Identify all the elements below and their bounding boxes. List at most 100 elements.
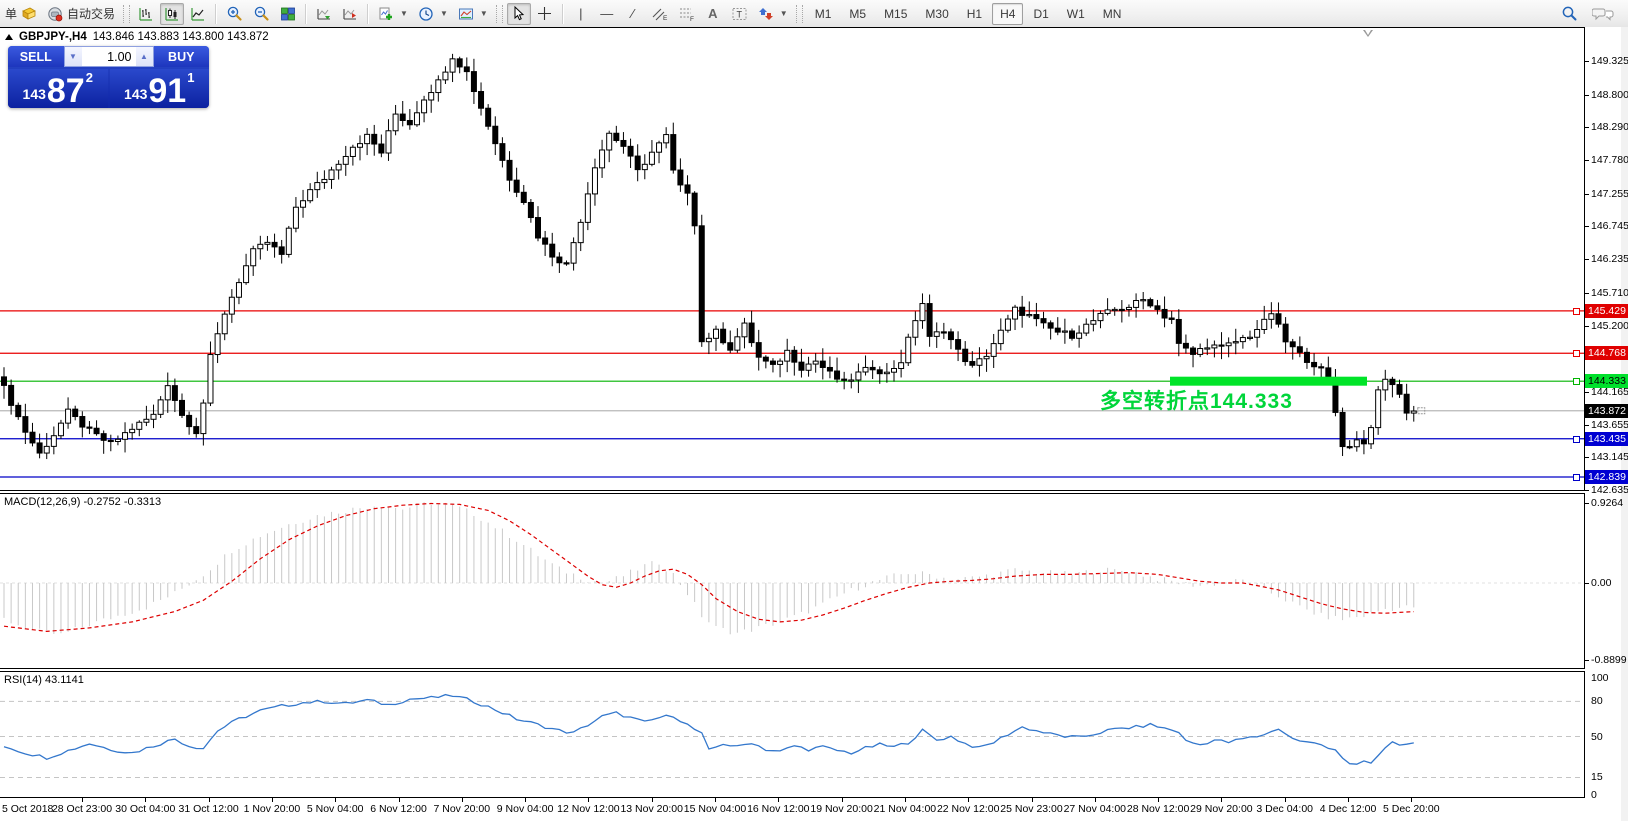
toolbar-separator [561, 3, 564, 24]
search-icon[interactable] [1561, 5, 1578, 22]
indicators-button[interactable]: ▼ [374, 3, 412, 25]
arrows-button[interactable]: ▼ [754, 3, 792, 25]
candle-body [1182, 342, 1189, 349]
auto-scroll-button[interactable] [312, 3, 336, 25]
pane-separator[interactable] [0, 490, 1585, 494]
horizontal-line-button[interactable]: — [595, 3, 619, 25]
candle-body [1389, 378, 1396, 386]
candle-body [734, 336, 741, 351]
time-axis-tick [208, 798, 210, 802]
candle-body [492, 125, 499, 145]
timeframe-button-h1[interactable]: H1 [966, 6, 983, 21]
candle-body [599, 149, 606, 169]
templates-button[interactable]: ▼ [454, 3, 492, 25]
line-handle[interactable] [1573, 350, 1580, 358]
last-price-marker [1417, 407, 1426, 415]
tile-windows-button[interactable] [276, 3, 300, 25]
timeframe-button-mn[interactable]: MN [1102, 6, 1122, 21]
rsi-pane[interactable] [0, 672, 1585, 797]
dropdown-arrow-icon: ▼ [439, 9, 448, 18]
trendline-button[interactable]: ∕ [621, 3, 645, 25]
price-axis-label: 147.780 [1591, 154, 1628, 167]
candle-body [1026, 314, 1033, 317]
timeframe-toolbar: M1 M5 M15 M30 H1 H4 D1 W1 MN [806, 0, 1131, 27]
timeframe-button-w1[interactable]: W1 [1066, 6, 1085, 21]
price-axis-tick [1585, 193, 1589, 195]
pivot-highlight-bar[interactable] [1170, 376, 1367, 386]
fibonacci-button[interactable]: F [674, 3, 699, 25]
timeframe-button-h4[interactable]: H4 [992, 2, 1024, 25]
zoom-in-button[interactable] [222, 3, 247, 25]
main-chart-pane[interactable] [0, 27, 1585, 490]
candle-body [449, 58, 456, 73]
price-axis[interactable]: 149.325 148.800 148.290 147.780 147.255 146.7… [1573, 27, 1628, 821]
candle-body [670, 134, 677, 171]
price-badge[interactable]: 143.435 [1585, 431, 1628, 446]
price-badge[interactable]: 144.768 [1585, 346, 1628, 361]
timeframe-button-m30[interactable]: M30 [925, 6, 949, 21]
pivot-annotation-text[interactable]: 多空转折点144.333 [1100, 390, 1293, 413]
candle-body [1204, 347, 1211, 350]
timeframe-button-m15[interactable]: M15 [884, 6, 908, 21]
toolbar-handle[interactable] [795, 4, 803, 23]
sell-button[interactable]: SELL [8, 46, 64, 67]
candle-body [1061, 330, 1068, 333]
candlestick-chart-button[interactable] [160, 2, 185, 25]
time-axis-label: 6 Nov 12:00 [370, 803, 427, 815]
price-badge[interactable]: 142.839 [1585, 470, 1628, 484]
volume-value[interactable]: 1.00 [107, 49, 132, 64]
toolbar-handle[interactable] [495, 4, 503, 23]
buy-price-big: 91 [148, 72, 187, 108]
line-chart-button[interactable] [186, 3, 210, 25]
chart-frame-bottom [0, 797, 1585, 798]
candle-body [1097, 312, 1104, 322]
price-badge[interactable]: 145.429 [1585, 303, 1628, 318]
candle-body [919, 303, 926, 322]
volume-increase-button[interactable]: ▲ [135, 47, 153, 66]
line-handle[interactable] [1573, 378, 1580, 386]
timeframe-button-d1[interactable]: D1 [1033, 6, 1049, 21]
rsi-indicator-label: RSI(14) 43.1141 [4, 674, 84, 686]
price-badge[interactable]: 143.872 [1585, 403, 1628, 418]
time-axis-tick [1284, 798, 1286, 802]
candle-body [784, 349, 791, 362]
periods-button[interactable]: ▼ [414, 3, 452, 25]
cursor-button[interactable] [506, 2, 531, 25]
zoom-out-button[interactable] [249, 3, 274, 25]
cursor-icon [514, 6, 525, 21]
price-badge[interactable]: 144.333 [1585, 374, 1628, 389]
vertical-line-button[interactable]: | [569, 3, 593, 25]
candle-body [1019, 306, 1026, 316]
sell-price-display[interactable]: 143 87 2 [8, 69, 108, 108]
pane-separator[interactable] [0, 668, 1585, 672]
line-handle[interactable] [1573, 307, 1580, 315]
channel-button[interactable]: E [647, 3, 672, 25]
toolbar-handle[interactable] [123, 4, 131, 23]
line-handle[interactable] [1573, 474, 1580, 481]
candle-body [1076, 332, 1083, 339]
text-button[interactable]: A [701, 3, 725, 25]
time-axis-tick [715, 798, 716, 802]
volume-decrease-button[interactable]: ▼ [64, 47, 82, 66]
timeframe-button-m1[interactable]: M1 [814, 6, 832, 21]
zoom-out-icon [254, 6, 269, 21]
new-order-button[interactable]: 单 [1, 3, 41, 25]
candle-body [1247, 336, 1253, 339]
line-handle[interactable] [1573, 435, 1580, 443]
text-label-button[interactable]: T [727, 3, 752, 25]
autotrading-button[interactable]: 自动交易 [43, 3, 119, 25]
time-axis[interactable]: 5 Oct 2018 28 Oct 23:00 30 Oct 04:00 31 Oct… [0, 798, 1585, 821]
bar-chart-button[interactable] [134, 3, 158, 25]
timeframe-button-m5[interactable]: M5 [849, 6, 867, 21]
macd-pane[interactable] [0, 494, 1585, 668]
candle-body [990, 343, 997, 357]
buy-button[interactable]: BUY [153, 46, 209, 67]
chart-shift-end-marker[interactable] [1363, 30, 1373, 37]
chat-icon[interactable] [1592, 6, 1614, 22]
crosshair-button[interactable] [533, 3, 557, 25]
collapse-panel-icon[interactable] [5, 34, 13, 40]
time-axis-label: 13 Nov 20:00 [620, 803, 683, 815]
buy-price-display[interactable]: 143 91 1 [109, 69, 209, 108]
candle-body [1175, 318, 1182, 344]
chart-shift-button[interactable] [338, 3, 362, 25]
